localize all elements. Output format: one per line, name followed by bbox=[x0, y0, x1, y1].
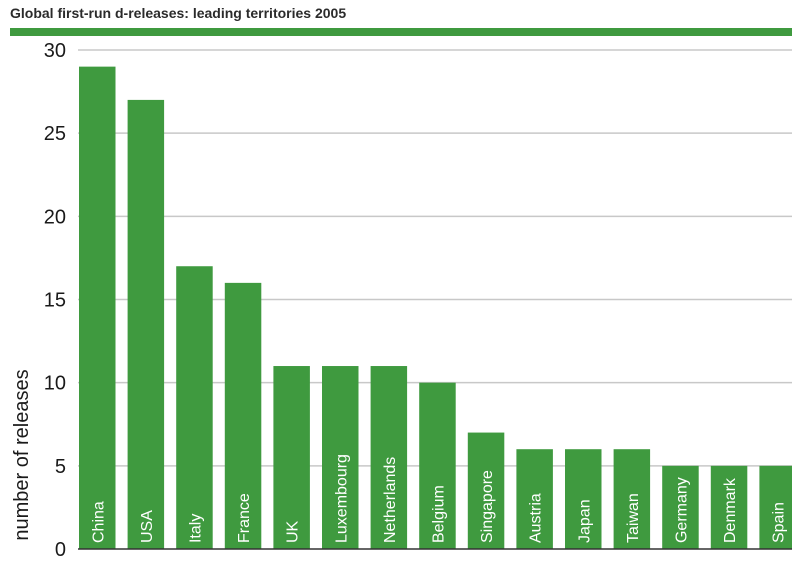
y-tick-label: 15 bbox=[44, 290, 66, 312]
category-label: Singapore bbox=[479, 470, 496, 543]
category-labels: China USA Italy France UK Luxembourg Netherlan… bbox=[90, 454, 787, 543]
y-tick-label: 25 bbox=[44, 123, 66, 145]
y-tick-label: 20 bbox=[44, 206, 66, 228]
category-label: China bbox=[90, 501, 107, 543]
category-label: Netherlands bbox=[382, 457, 399, 543]
y-tick-label: 30 bbox=[44, 40, 66, 62]
bar bbox=[79, 66, 116, 549]
category-label: UK bbox=[285, 520, 302, 543]
bar bbox=[322, 366, 359, 549]
bar bbox=[662, 465, 699, 549]
y-tick-label: 5 bbox=[55, 456, 66, 478]
chart-title: Global first-run d-releases: leading ter… bbox=[10, 5, 347, 21]
category-label: Austria bbox=[528, 493, 545, 543]
title-rule bbox=[10, 28, 792, 36]
category-label: Luxembourg bbox=[333, 454, 350, 543]
bar bbox=[419, 382, 456, 549]
category-label: France bbox=[236, 493, 253, 543]
bar bbox=[176, 266, 213, 549]
category-label: Italy bbox=[187, 514, 204, 543]
bar bbox=[613, 449, 651, 549]
bars bbox=[79, 66, 792, 550]
bar bbox=[565, 449, 602, 549]
bar bbox=[516, 449, 553, 549]
category-label: USA bbox=[139, 510, 156, 543]
bar bbox=[467, 432, 505, 549]
category-label: Denmark bbox=[722, 477, 739, 543]
bar bbox=[127, 99, 165, 550]
y-tick-label: 10 bbox=[44, 373, 66, 395]
category-label: Taiwan bbox=[625, 493, 642, 543]
category-label: Belgium bbox=[430, 485, 447, 543]
bar bbox=[273, 366, 310, 549]
y-axis-label: number of releases bbox=[11, 369, 33, 540]
bar bbox=[710, 465, 748, 549]
bar bbox=[759, 465, 792, 549]
y-tick-label: 0 bbox=[55, 539, 66, 561]
category-label: Germany bbox=[673, 477, 690, 543]
y-tick-labels: 0 5 10 15 20 25 30 bbox=[44, 40, 66, 561]
bar bbox=[370, 366, 408, 549]
category-label: Japan bbox=[576, 499, 593, 543]
category-label: Spain bbox=[771, 502, 788, 543]
bar bbox=[224, 282, 262, 549]
